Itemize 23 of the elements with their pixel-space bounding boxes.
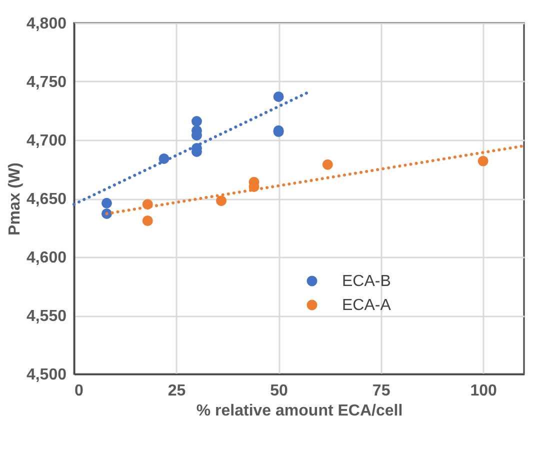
y-tick-label: 4,800 — [26, 16, 67, 32]
point — [478, 156, 488, 166]
point — [101, 198, 112, 208]
point — [142, 215, 153, 226]
y-tick-label: 4,650 — [26, 191, 67, 208]
x-tick-label: 75 — [372, 382, 390, 400]
x-tick-label: 100 — [470, 382, 498, 400]
y-tick-label: 4,750 — [26, 74, 67, 91]
y-tick-label: 4,600 — [26, 250, 67, 266]
point — [216, 196, 227, 206]
point — [191, 116, 202, 127]
x-axis-title: % relative amount ECA/cell — [196, 402, 403, 420]
y-tick-label: 4,550 — [26, 308, 67, 325]
x-tick-label: 50 — [270, 382, 288, 400]
x-tick-label: 25 — [168, 382, 186, 400]
point — [322, 159, 333, 170]
y-tick-label: 4,700 — [26, 132, 67, 150]
point — [273, 91, 284, 102]
legend-label: ECA-A — [342, 297, 392, 314]
legend-label: ECA-B — [342, 273, 391, 290]
x-tick-label: 0 — [74, 382, 84, 400]
y-tick-label: 4,500 — [26, 366, 67, 384]
y-axis-title: Pmax (W) — [6, 162, 24, 236]
